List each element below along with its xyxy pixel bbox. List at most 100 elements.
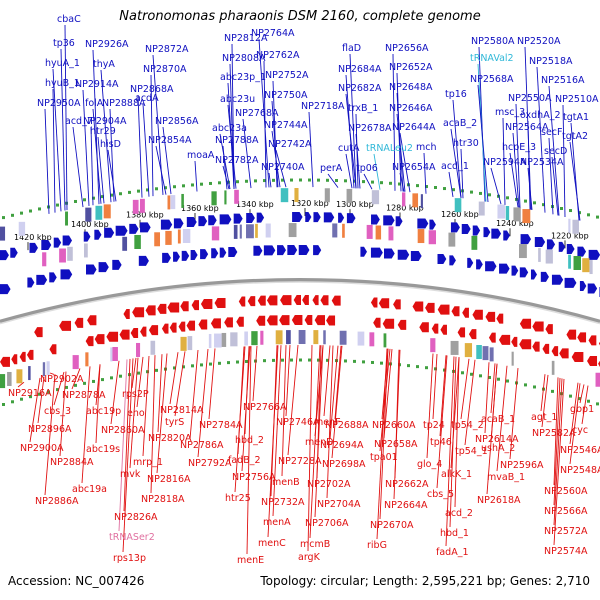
gene-label-line	[379, 348, 391, 452]
bottom-gene-label: NP2698A	[322, 459, 366, 470]
gene-label-line	[439, 355, 447, 437]
gc-dot-track	[380, 361, 383, 365]
gene-label-line	[393, 349, 401, 500]
forward-cog-block	[42, 252, 47, 267]
gene-label-line	[323, 345, 331, 417]
gc-dot-track	[596, 402, 599, 406]
bottom-gene-label: NP2860A	[101, 425, 145, 436]
forward-gene-arrow	[219, 247, 227, 258]
forward-cog-block	[332, 223, 338, 238]
gene-label-line	[355, 133, 361, 189]
reverse-cog-block	[511, 351, 514, 366]
reverse-cog-block	[464, 343, 473, 358]
forward-gene-arrow	[384, 248, 395, 259]
gene-label-line	[92, 49, 100, 205]
reverse-gene-arrow	[236, 316, 244, 327]
reverse-gene-arrow	[382, 318, 395, 329]
bottom-gene-label: menC	[258, 538, 286, 549]
top-gene-label: NP2752A	[265, 70, 309, 81]
gene-label-line	[52, 68, 62, 212]
bottom-gene-label: NP2792A	[188, 458, 232, 469]
gene-label-line	[432, 354, 438, 420]
gc-dot-track	[137, 189, 140, 193]
bottom-gene-label: rps13p	[113, 553, 146, 564]
top-gene-label: NP2764A	[251, 28, 295, 39]
gc-dot-track	[164, 186, 167, 190]
forward-gene-arrow	[60, 269, 73, 280]
forward-cog-block	[412, 193, 419, 208]
gene-label-line	[137, 94, 143, 198]
reverse-cog-block	[251, 331, 258, 346]
gene-label-line	[197, 349, 209, 458]
forward-cog-block	[375, 225, 382, 240]
forward-gene-arrow	[292, 212, 303, 223]
gene-label-line	[92, 108, 102, 204]
gene-label-line	[53, 371, 65, 406]
gene-label-line	[17, 381, 25, 388]
gene-label-line	[49, 372, 55, 375]
reverse-gene-arrow	[559, 348, 569, 359]
gc-dot-track	[209, 362, 212, 366]
bottom-gene-label: NP2572A	[544, 526, 588, 537]
forward-gene-arrow	[83, 231, 91, 242]
top-gene-label: NP2684A	[338, 64, 382, 75]
gene-label-line	[484, 362, 490, 434]
forward-cog-block	[246, 224, 254, 239]
forward-gene-arrow	[263, 245, 276, 256]
forward-cog-block	[0, 226, 6, 241]
bottom-gene-label: menE	[237, 555, 264, 566]
forward-gene-arrow	[162, 252, 171, 263]
top-gene-label: abc23a	[212, 123, 247, 134]
gene-label-line	[142, 355, 150, 457]
top-gene-label: acdA	[135, 93, 159, 104]
gc-dot-track	[146, 188, 149, 192]
top-gene-label: acaB_2	[443, 118, 477, 129]
gc-dot-track	[245, 179, 248, 183]
gc-dot-track	[308, 358, 311, 362]
reverse-gene-arrow	[532, 321, 544, 332]
reverse-gene-arrow	[49, 344, 57, 355]
gc-dot-track	[173, 185, 176, 189]
kbp-label: 1220 kbp	[551, 231, 589, 240]
gc-dot-track	[56, 203, 59, 207]
forward-cog-block	[573, 256, 582, 271]
reverse-gene-arrow	[566, 329, 577, 340]
forward-cog-block	[85, 207, 92, 222]
forward-gene-arrow	[211, 248, 219, 259]
bottom-gene-label: ribG	[367, 540, 387, 551]
top-gene-label: NP2518A	[529, 56, 573, 67]
gene-label-line	[383, 349, 393, 439]
top-gene-label: NP2520A	[517, 36, 561, 47]
gc-dot-track	[218, 361, 221, 365]
forward-gene-arrow	[49, 272, 57, 283]
gc-dot-track	[2, 216, 5, 220]
reverse-gene-arrow	[26, 349, 34, 360]
forward-gene-arrow	[530, 269, 537, 280]
bottom-gene-label: NP2786A	[180, 440, 224, 451]
reverse-cog-block	[482, 346, 489, 361]
forward-gene-arrow	[540, 271, 549, 282]
gene-label-line	[222, 145, 228, 190]
gc-dot-track	[470, 190, 473, 194]
forward-cog-block	[224, 190, 227, 205]
top-gene-label: perA	[320, 163, 343, 174]
reverse-gene-arrow	[431, 323, 439, 334]
forward-cog-block	[167, 195, 171, 210]
kbp-label: 1380 kbp	[126, 211, 164, 220]
forward-cog-block	[154, 232, 161, 247]
forward-cog-block	[388, 226, 394, 241]
gene-label-line	[445, 356, 455, 547]
reverse-gene-arrow	[472, 309, 483, 320]
gene-label-line	[246, 346, 252, 555]
forward-cog-block	[324, 188, 330, 203]
bottom-gene-label: ushA_2	[481, 443, 515, 454]
reverse-gene-arrow	[571, 351, 584, 362]
bottom-gene-label: acaB_1	[481, 414, 515, 425]
gene-label-line	[452, 99, 462, 199]
reverse-gene-arrow	[397, 319, 407, 330]
gc-dot-track	[371, 180, 374, 184]
gc-dot-track	[65, 385, 68, 389]
reverse-gene-arrow	[200, 299, 213, 310]
gene-label-line	[490, 363, 496, 414]
